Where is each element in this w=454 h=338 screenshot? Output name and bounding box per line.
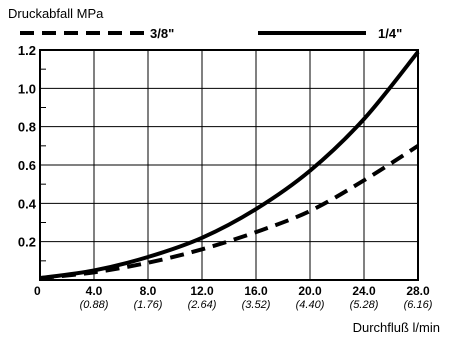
x-tick-sublabel: (4.40) xyxy=(296,299,325,311)
y-tick-label: 1.2 xyxy=(18,43,36,58)
x-tick-label: 12.0 xyxy=(190,284,214,298)
x-tick-label: 0 xyxy=(34,284,41,298)
x-tick-sublabel: (0.88) xyxy=(80,299,109,311)
series-line-dashed xyxy=(39,144,420,281)
y-tick-label: 1.0 xyxy=(18,81,36,96)
y-tick-label: 0.4 xyxy=(18,196,37,211)
x-tick-label: 8.0 xyxy=(140,284,157,298)
legend: 3/8" 1/4" xyxy=(20,26,402,41)
y-tick-label: 0.8 xyxy=(18,120,36,135)
y-axis-title: Druckabfall MPa xyxy=(8,6,104,21)
x-tick-sublabel: (2.64) xyxy=(188,299,217,311)
y-tick-label: 0.2 xyxy=(18,235,36,250)
x-tick-sublabel: (5.28) xyxy=(350,299,379,311)
x-tick-sublabel: (3.52) xyxy=(242,299,271,311)
x-tick-label: 28.0 xyxy=(406,284,430,298)
legend-label: 1/4" xyxy=(378,26,402,41)
legend-label: 3/8" xyxy=(150,26,174,41)
x-tick-label: 24.0 xyxy=(352,284,376,298)
x-tick-label: 16.0 xyxy=(244,284,268,298)
x-tick-label: 4.0 xyxy=(86,284,103,298)
x-axis-title: Durchfluß l/min xyxy=(353,320,440,335)
x-tick-labels: 0 4.0(0.88) 8.0(1.76) 12.0(2.64) 16.0(3.52) 2… xyxy=(34,284,433,311)
plot-area xyxy=(39,50,420,281)
y-tick-labels: 0.2 0.4 0.6 0.8 1.0 1.2 xyxy=(18,43,37,250)
x-tick-label: 20.0 xyxy=(298,284,322,298)
y-tick-label: 0.6 xyxy=(18,158,36,173)
series-line-solid xyxy=(39,50,420,281)
plot-frame xyxy=(39,49,419,281)
x-tick-sublabel: (6.16) xyxy=(404,299,433,311)
grid xyxy=(39,49,419,281)
x-tick-sublabel: (1.76) xyxy=(134,299,163,311)
